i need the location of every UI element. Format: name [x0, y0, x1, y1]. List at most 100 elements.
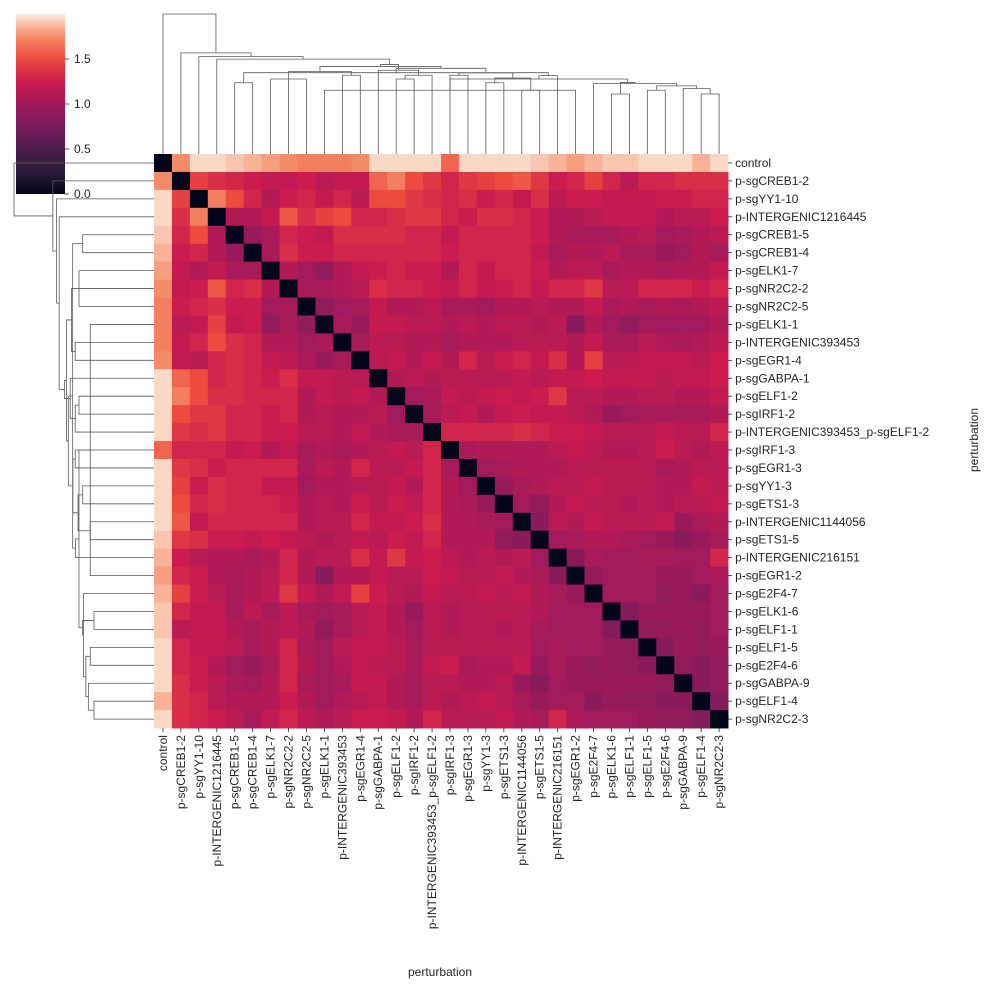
heatmap-cell [279, 710, 298, 729]
column-tick-label: p-INTERGENIC1144056 [515, 735, 529, 866]
heatmap-cell [512, 369, 532, 388]
heatmap-cell [351, 243, 370, 263]
heatmap-cell [674, 279, 693, 298]
heatmap-cell [261, 674, 280, 693]
heatmap-cell [620, 674, 639, 693]
heatmap-cell [656, 710, 675, 729]
heatmap-cell [441, 620, 460, 639]
heatmap-cell [674, 441, 693, 460]
heatmap-cell [387, 297, 406, 316]
heatmap-cell [243, 584, 263, 603]
heatmap-cell [189, 584, 209, 603]
heatmap-cell [692, 387, 711, 406]
heatmap-cell [638, 297, 657, 316]
heatmap-cell [584, 279, 603, 298]
heatmap-cell [154, 225, 173, 245]
heatmap-cell [207, 620, 227, 639]
column-tick-label: p-sgEGR1-2 [569, 735, 583, 802]
heatmap-cell [279, 351, 298, 370]
heatmap-cell [423, 530, 442, 550]
heatmap-cell [279, 171, 298, 191]
heatmap-cell [441, 423, 460, 442]
heatmap-cell [189, 548, 209, 568]
heatmap-cell [297, 225, 316, 245]
heatmap-cell [243, 279, 263, 298]
heatmap-cell [261, 476, 280, 496]
heatmap-cell [710, 441, 729, 460]
heatmap-cell [692, 458, 711, 478]
heatmap-cell [620, 620, 639, 639]
heatmap-cell [351, 297, 370, 316]
heatmap-cell [548, 674, 568, 693]
heatmap-cell [261, 405, 280, 424]
heatmap-cell [423, 584, 442, 603]
heatmap-cell [530, 333, 550, 352]
row-dendrogram-link [56, 198, 154, 304]
row-tick-label: p-INTERGENIC393453_p-sgELF1-2 [735, 425, 929, 439]
heatmap-cell [530, 225, 550, 245]
heatmap-cell [171, 225, 191, 245]
heatmap-cell [315, 441, 334, 460]
heatmap-cell [279, 638, 298, 657]
heatmap-cell [297, 423, 316, 442]
heatmap-cell [494, 602, 514, 621]
heatmap-cell [279, 387, 298, 406]
heatmap-cell [333, 261, 352, 280]
heatmap-cell [387, 333, 406, 352]
heatmap-cell [441, 710, 460, 729]
heatmap-cell [458, 297, 478, 316]
heatmap-cell [458, 476, 478, 496]
heatmap-cell [602, 494, 621, 514]
heatmap-cell [369, 710, 388, 729]
row-tick-label: p-sgEGR1-2 [735, 569, 802, 583]
row-dendrogram-link [75, 538, 154, 559]
heatmap-cell [494, 225, 514, 245]
heatmap-cell [656, 405, 675, 424]
heatmap-cell [602, 530, 621, 550]
heatmap-cell [189, 602, 209, 621]
heatmap-cell [279, 441, 298, 460]
heatmap-cell [171, 333, 191, 352]
heatmap-cell [458, 602, 478, 621]
heatmap-cell [656, 387, 675, 406]
heatmap-cell [692, 423, 711, 442]
heatmap-cell [656, 494, 675, 514]
heatmap-cell [674, 405, 693, 424]
heatmap-cell [297, 351, 316, 370]
heatmap-cell [692, 476, 711, 496]
heatmap-cell [207, 225, 227, 245]
heatmap-cell [189, 279, 209, 298]
heatmap-cell [674, 602, 693, 621]
heatmap-cell [225, 261, 245, 280]
heatmap-cell [154, 458, 173, 478]
heatmap-cell [225, 207, 245, 227]
heatmap-cell [458, 692, 478, 711]
heatmap-cell [207, 656, 227, 675]
heatmap-cell [476, 333, 496, 352]
heatmap-cell [333, 530, 352, 550]
heatmap-cell [405, 656, 424, 675]
heatmap-cell [548, 566, 568, 585]
heatmap-cell [476, 602, 496, 621]
heatmap-cell [333, 154, 352, 173]
heatmap-cell [387, 279, 406, 298]
heatmap-cell [710, 494, 729, 514]
heatmap-cell [584, 261, 603, 280]
heatmap-cell [423, 656, 442, 675]
heatmap-cell [674, 171, 693, 191]
heatmap-cell [620, 710, 639, 729]
heatmap-cell [548, 154, 568, 173]
heatmap-cell [387, 548, 406, 568]
heatmap-cell [405, 369, 424, 388]
heatmap-cell [710, 423, 729, 442]
heatmap-cell [189, 297, 209, 316]
heatmap-cell [297, 476, 316, 496]
heatmap-cell [602, 548, 621, 568]
row-dendrogram-link [52, 180, 154, 252]
heatmap-cell [333, 692, 352, 711]
heatmap-cell [171, 494, 191, 514]
heatmap-cell [154, 548, 173, 568]
heatmap-cell [225, 189, 245, 209]
row-tick-label: p-sgCREB1-5 [735, 228, 809, 242]
heatmap-cell [279, 423, 298, 442]
